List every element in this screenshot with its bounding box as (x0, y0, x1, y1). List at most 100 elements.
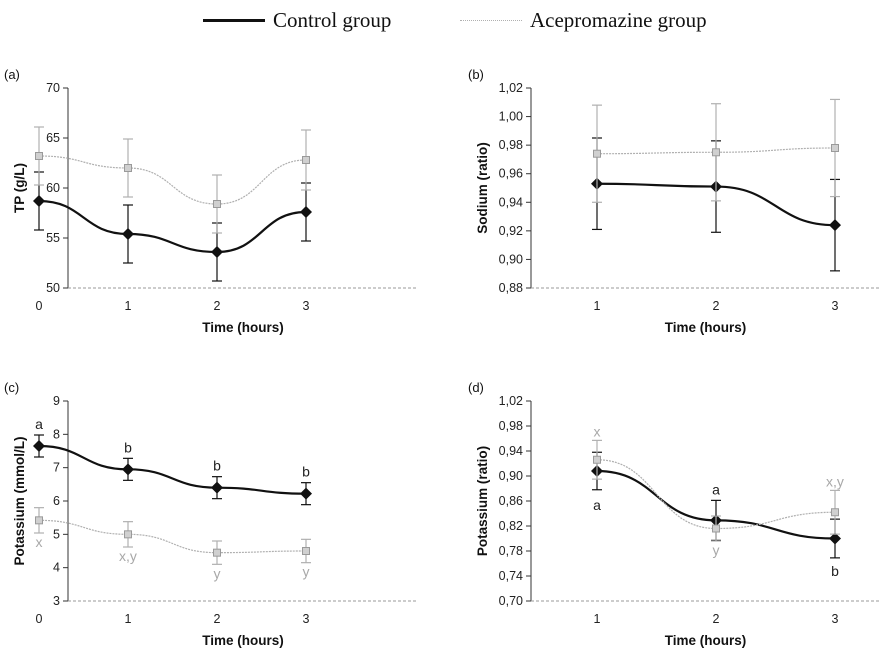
legend-swatch-acepromazine (460, 19, 522, 21)
panel-d-ytick-label: 0,98 (499, 419, 523, 433)
panel-c-series-acepromazine-annotation: y (214, 565, 221, 581)
panel-a-ytick-label: 50 (46, 281, 60, 295)
panel-b-series-acepromazine-point (831, 144, 839, 152)
panel-d-ylabel: Potassium (ratio) (475, 446, 490, 556)
panel-c-series-control-point (300, 487, 312, 500)
panel-d-ytick-label: 0,82 (499, 519, 523, 533)
panel-b-ytick-label: 0,88 (499, 281, 523, 295)
panel-d-series-acepromazine-annotation: y (713, 542, 720, 558)
panel-a-series-control-point (211, 246, 223, 258)
panel-a-series-control-point (300, 206, 312, 218)
panel-d-ytick-label: 0,86 (499, 494, 523, 508)
panel-d-series-acepromazine-point (712, 524, 720, 533)
panel-a-series-acepromazine-point (213, 200, 221, 208)
panel-b-xtick-label: 2 (713, 299, 720, 313)
panel-c-ytick-label: 8 (53, 427, 60, 441)
panel-c-series-control-annotation: b (302, 464, 310, 480)
panel-b-ylabel: Sodium (ratio) (475, 142, 490, 234)
panel-c-series-control-point (122, 463, 134, 476)
legend-swatch-control (203, 18, 265, 22)
panel-b-label: (b) (468, 67, 484, 82)
panel-c-xtick-label: 3 (303, 612, 310, 626)
panel-c-series-control-point (211, 481, 223, 494)
panel-c-series-acepromazine-point (213, 548, 221, 557)
panel-c-xtick-label: 1 (125, 612, 132, 626)
panel-b-series-acepromazine-point (593, 149, 601, 158)
legend-item-acepromazine: Acepromazine group (460, 6, 707, 34)
legend-label-control: Control group (273, 7, 392, 32)
panel-a-ytick-label: 65 (46, 131, 60, 145)
panel-a-series-acepromazine-point (124, 164, 132, 172)
panel-d-ytick-label: 0,90 (499, 469, 523, 483)
panel-d-series-acepromazine-point (831, 508, 839, 517)
panel-d-xtick-label: 2 (713, 612, 720, 626)
panel-c-ytick-label: 3 (53, 594, 60, 608)
panel-b-ytick-label: 0,92 (499, 224, 523, 238)
panel-d-series-acepromazine-annotation: x (594, 423, 601, 439)
legend-item-control: Control group (203, 6, 391, 34)
panel-c-series-control-annotation: b (213, 458, 221, 474)
panel-a-xtick-label: 1 (125, 299, 132, 313)
panel-d-ytick-label: 0,70 (499, 594, 523, 608)
panel-b-xtick-label: 1 (594, 299, 601, 313)
panel-c-ytick-label: 9 (53, 394, 60, 408)
panel-d-ytick-label: 0,94 (499, 444, 523, 458)
panel-a-series-acepromazine-point (302, 156, 310, 164)
panel-a-series-acepromazine-point (35, 152, 43, 160)
panel-a-ytick-label: 55 (46, 231, 60, 245)
panel-b-series-control-point (829, 219, 841, 232)
panel-c-series-acepromazine-annotation: y (303, 564, 310, 580)
panel-c-series-acepromazine-annotation: x,y (119, 548, 137, 564)
panel-d-xtick-label: 3 (832, 612, 839, 626)
panel-a-ylabel: TP (g/L) (12, 163, 27, 213)
panel-c-xlabel: Time (hours) (202, 633, 284, 648)
panel-d-ytick-label: 0,74 (499, 569, 523, 583)
panel-a-series-control-point (33, 195, 45, 207)
panel-b-ytick-label: 0,96 (499, 167, 523, 181)
legend: Control group Acepromazine group (0, 0, 883, 40)
panel-c-xtick-label: 0 (36, 612, 43, 626)
panel-c-ytick-label: 6 (53, 494, 60, 508)
panel-b-ytick-label: 0,98 (499, 138, 523, 152)
panel-a-label: (a) (4, 67, 20, 82)
panel-d-ytick-label: 1,02 (499, 394, 523, 408)
panel-d-series-control-annotation: a (712, 481, 720, 497)
panel-a-series-acepromazine-line (38, 155, 307, 205)
panel-c-xtick-label: 2 (214, 612, 221, 626)
panel-c-series-acepromazine-point (35, 516, 43, 525)
panel-c-series-control-annotation: a (35, 416, 43, 432)
panel-a-ytick-label: 70 (46, 81, 60, 95)
panel-d-series-control-annotation: a (593, 497, 601, 513)
panel-b-series-acepromazine-point (712, 148, 720, 157)
legend-label-acepromazine: Acepromazine group (530, 7, 707, 32)
panel-d-series-acepromazine-annotation: x,y (826, 473, 844, 489)
panel-c-ytick-label: 7 (53, 461, 60, 475)
panel-c-ytick-label: 4 (53, 561, 60, 575)
panel-b-xtick-label: 3 (832, 299, 839, 313)
panel-a-xlabel: Time (hours) (202, 320, 284, 335)
panel-d-xlabel: Time (hours) (665, 633, 747, 648)
panel-b-ytick-label: 0,94 (499, 195, 523, 209)
panel-a-xtick-label: 0 (36, 299, 43, 313)
panel-b-ytick-label: 0,90 (499, 252, 523, 266)
panel-b-ytick-label: 1,02 (499, 81, 523, 95)
panel-c-series-control-point (33, 440, 45, 452)
panel-a-series-control-line (38, 199, 307, 254)
panel-c-series-control-line (38, 444, 307, 495)
panel-d-series-acepromazine-point (593, 455, 601, 464)
panel-c-ytick-label: 5 (53, 527, 60, 541)
panel-b-ytick-label: 1,00 (499, 110, 523, 124)
panel-a-ytick-label: 60 (46, 181, 60, 195)
panel-c-series-acepromazine-annotation: x (36, 534, 43, 550)
panel-b-series-acepromazine-line (596, 147, 836, 155)
panel-a-series-control-point (122, 228, 134, 240)
panel-c-series-acepromazine-point (302, 547, 310, 555)
panel-a-xtick-label: 2 (214, 299, 221, 313)
panel-c-series-acepromazine-point (124, 530, 132, 539)
panel-d-ytick-label: 0,78 (499, 544, 523, 558)
panel-c-series-acepromazine-line (38, 519, 307, 554)
panel-d-series-control-annotation: b (831, 563, 839, 579)
panel-c-ylabel: Potassium (mmol/L) (12, 436, 27, 565)
panel-d-label: (d) (468, 380, 484, 395)
